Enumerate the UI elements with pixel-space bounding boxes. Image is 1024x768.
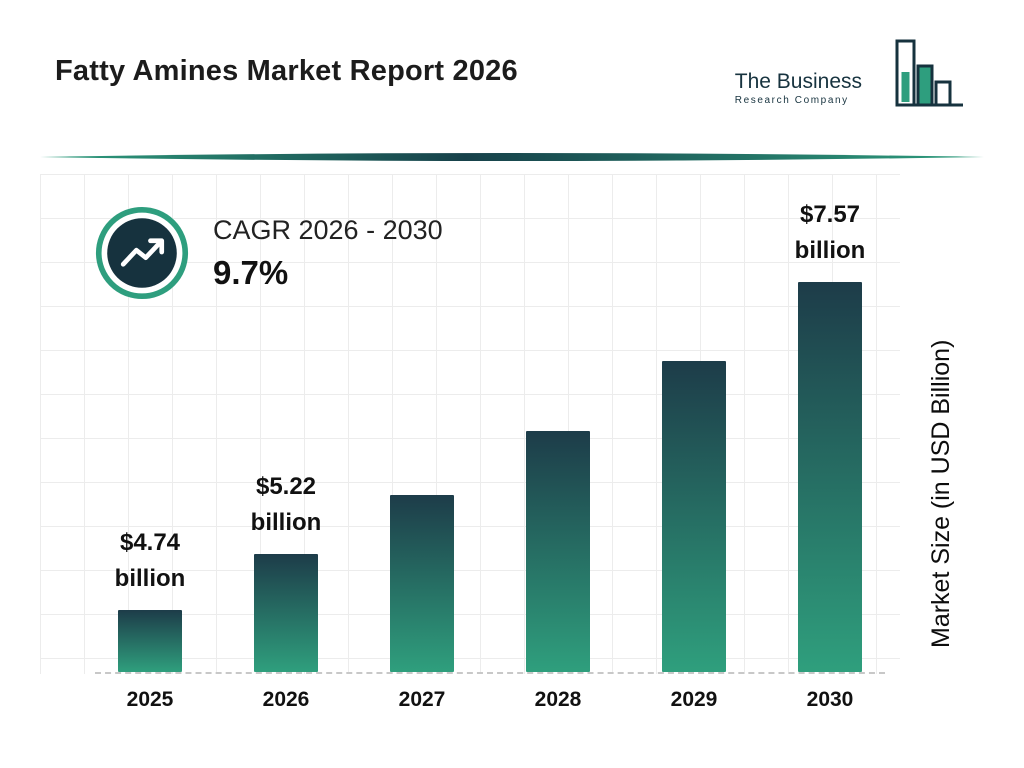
logo-subname: Research Company <box>734 95 849 106</box>
bar-group-2030: $7.57 billion <box>775 174 885 672</box>
bars-row: $4.74 billion $5.22 billion $7.57 billion <box>95 174 885 674</box>
logo-name: The Business <box>734 70 862 93</box>
cagr-text: CAGR 2026 - 2030 9.7% <box>213 215 443 292</box>
y-axis-label: Market Size (in USD Billion) <box>927 339 955 648</box>
divider <box>40 153 984 161</box>
bar-group-2029 <box>639 174 749 672</box>
bar-2026 <box>254 554 318 672</box>
x-tick-2030: 2030 <box>806 688 854 711</box>
bar-group-2028 <box>503 174 613 672</box>
bar-group-2026: $5.22 billion <box>231 174 341 672</box>
cagr-badge: CAGR 2026 - 2030 9.7% <box>95 206 443 300</box>
bar-chart-logo-icon <box>895 39 963 107</box>
logo-text: The Business Research Company <box>735 70 862 106</box>
bar-2028 <box>526 431 590 672</box>
trending-up-icon <box>95 206 189 300</box>
chart: CAGR 2026 - 2030 9.7% $4.74 billion $5.22 b… <box>0 168 1024 728</box>
x-tick-2025: 2025 <box>126 688 174 711</box>
bar-2029 <box>662 361 726 672</box>
bar-2027 <box>390 495 454 672</box>
bar-value-label-2026: $5.22 billion <box>250 473 322 536</box>
page-title: Fatty Amines Market Report 2026 <box>55 55 518 87</box>
header: Fatty Amines Market Report 2026 The Busi… <box>0 0 1024 150</box>
cagr-label: CAGR 2026 - 2030 <box>213 214 443 245</box>
cagr-value: 9.7% <box>213 253 289 291</box>
x-tick-2028: 2028 <box>534 688 582 711</box>
bar-group-2025: $4.74 billion <box>95 174 205 672</box>
x-tick-2027: 2027 <box>398 688 446 711</box>
bar-value-label-2025: $4.74 billion <box>114 529 186 592</box>
years-row: 2025 2026 2027 2028 2029 2030 <box>95 688 885 712</box>
company-logo: The Business Research Company <box>735 38 966 122</box>
bar-group-2027 <box>367 174 477 672</box>
x-tick-2029: 2029 <box>670 688 718 711</box>
bar-2030 <box>798 282 862 672</box>
bar-2025 <box>118 610 182 672</box>
x-tick-2026: 2026 <box>262 688 310 711</box>
bar-value-label-2030: $7.57 billion <box>794 201 866 264</box>
